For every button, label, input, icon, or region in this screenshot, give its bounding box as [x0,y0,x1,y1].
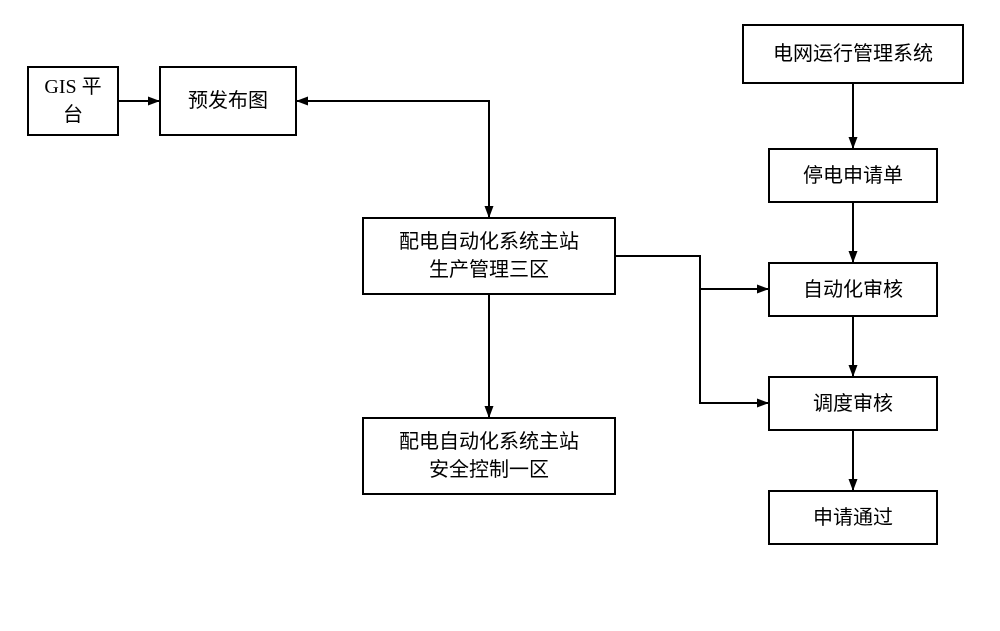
edge-zone3-to-autoreview [616,256,768,289]
edge-prepub-to-zone3 [297,101,489,217]
node-outagereq: 停电申请单 [768,148,938,203]
node-zone1: 配电自动化系统主站 安全控制一区 [362,417,616,495]
node-label: 电网运行管理系统 [773,40,933,68]
node-gis: GIS 平 台 [27,66,119,136]
node-label: 配电自动化系统主站 安全控制一区 [399,428,579,484]
node-label: 预发布图 [188,87,268,115]
node-dispreview: 调度审核 [768,376,938,431]
node-gridmgmt: 电网运行管理系统 [742,24,964,84]
node-prepub: 预发布图 [159,66,297,136]
node-label: 自动化审核 [803,276,903,304]
node-label: 配电自动化系统主站 生产管理三区 [399,228,579,284]
node-label: 停电申请单 [803,162,903,190]
node-label: GIS 平 台 [44,73,101,129]
node-autoreview: 自动化审核 [768,262,938,317]
edge-zone3-to-dispreview [616,256,768,403]
node-label: 调度审核 [813,390,893,418]
node-zone3: 配电自动化系统主站 生产管理三区 [362,217,616,295]
node-approved: 申请通过 [768,490,938,545]
node-label: 申请通过 [813,504,893,532]
